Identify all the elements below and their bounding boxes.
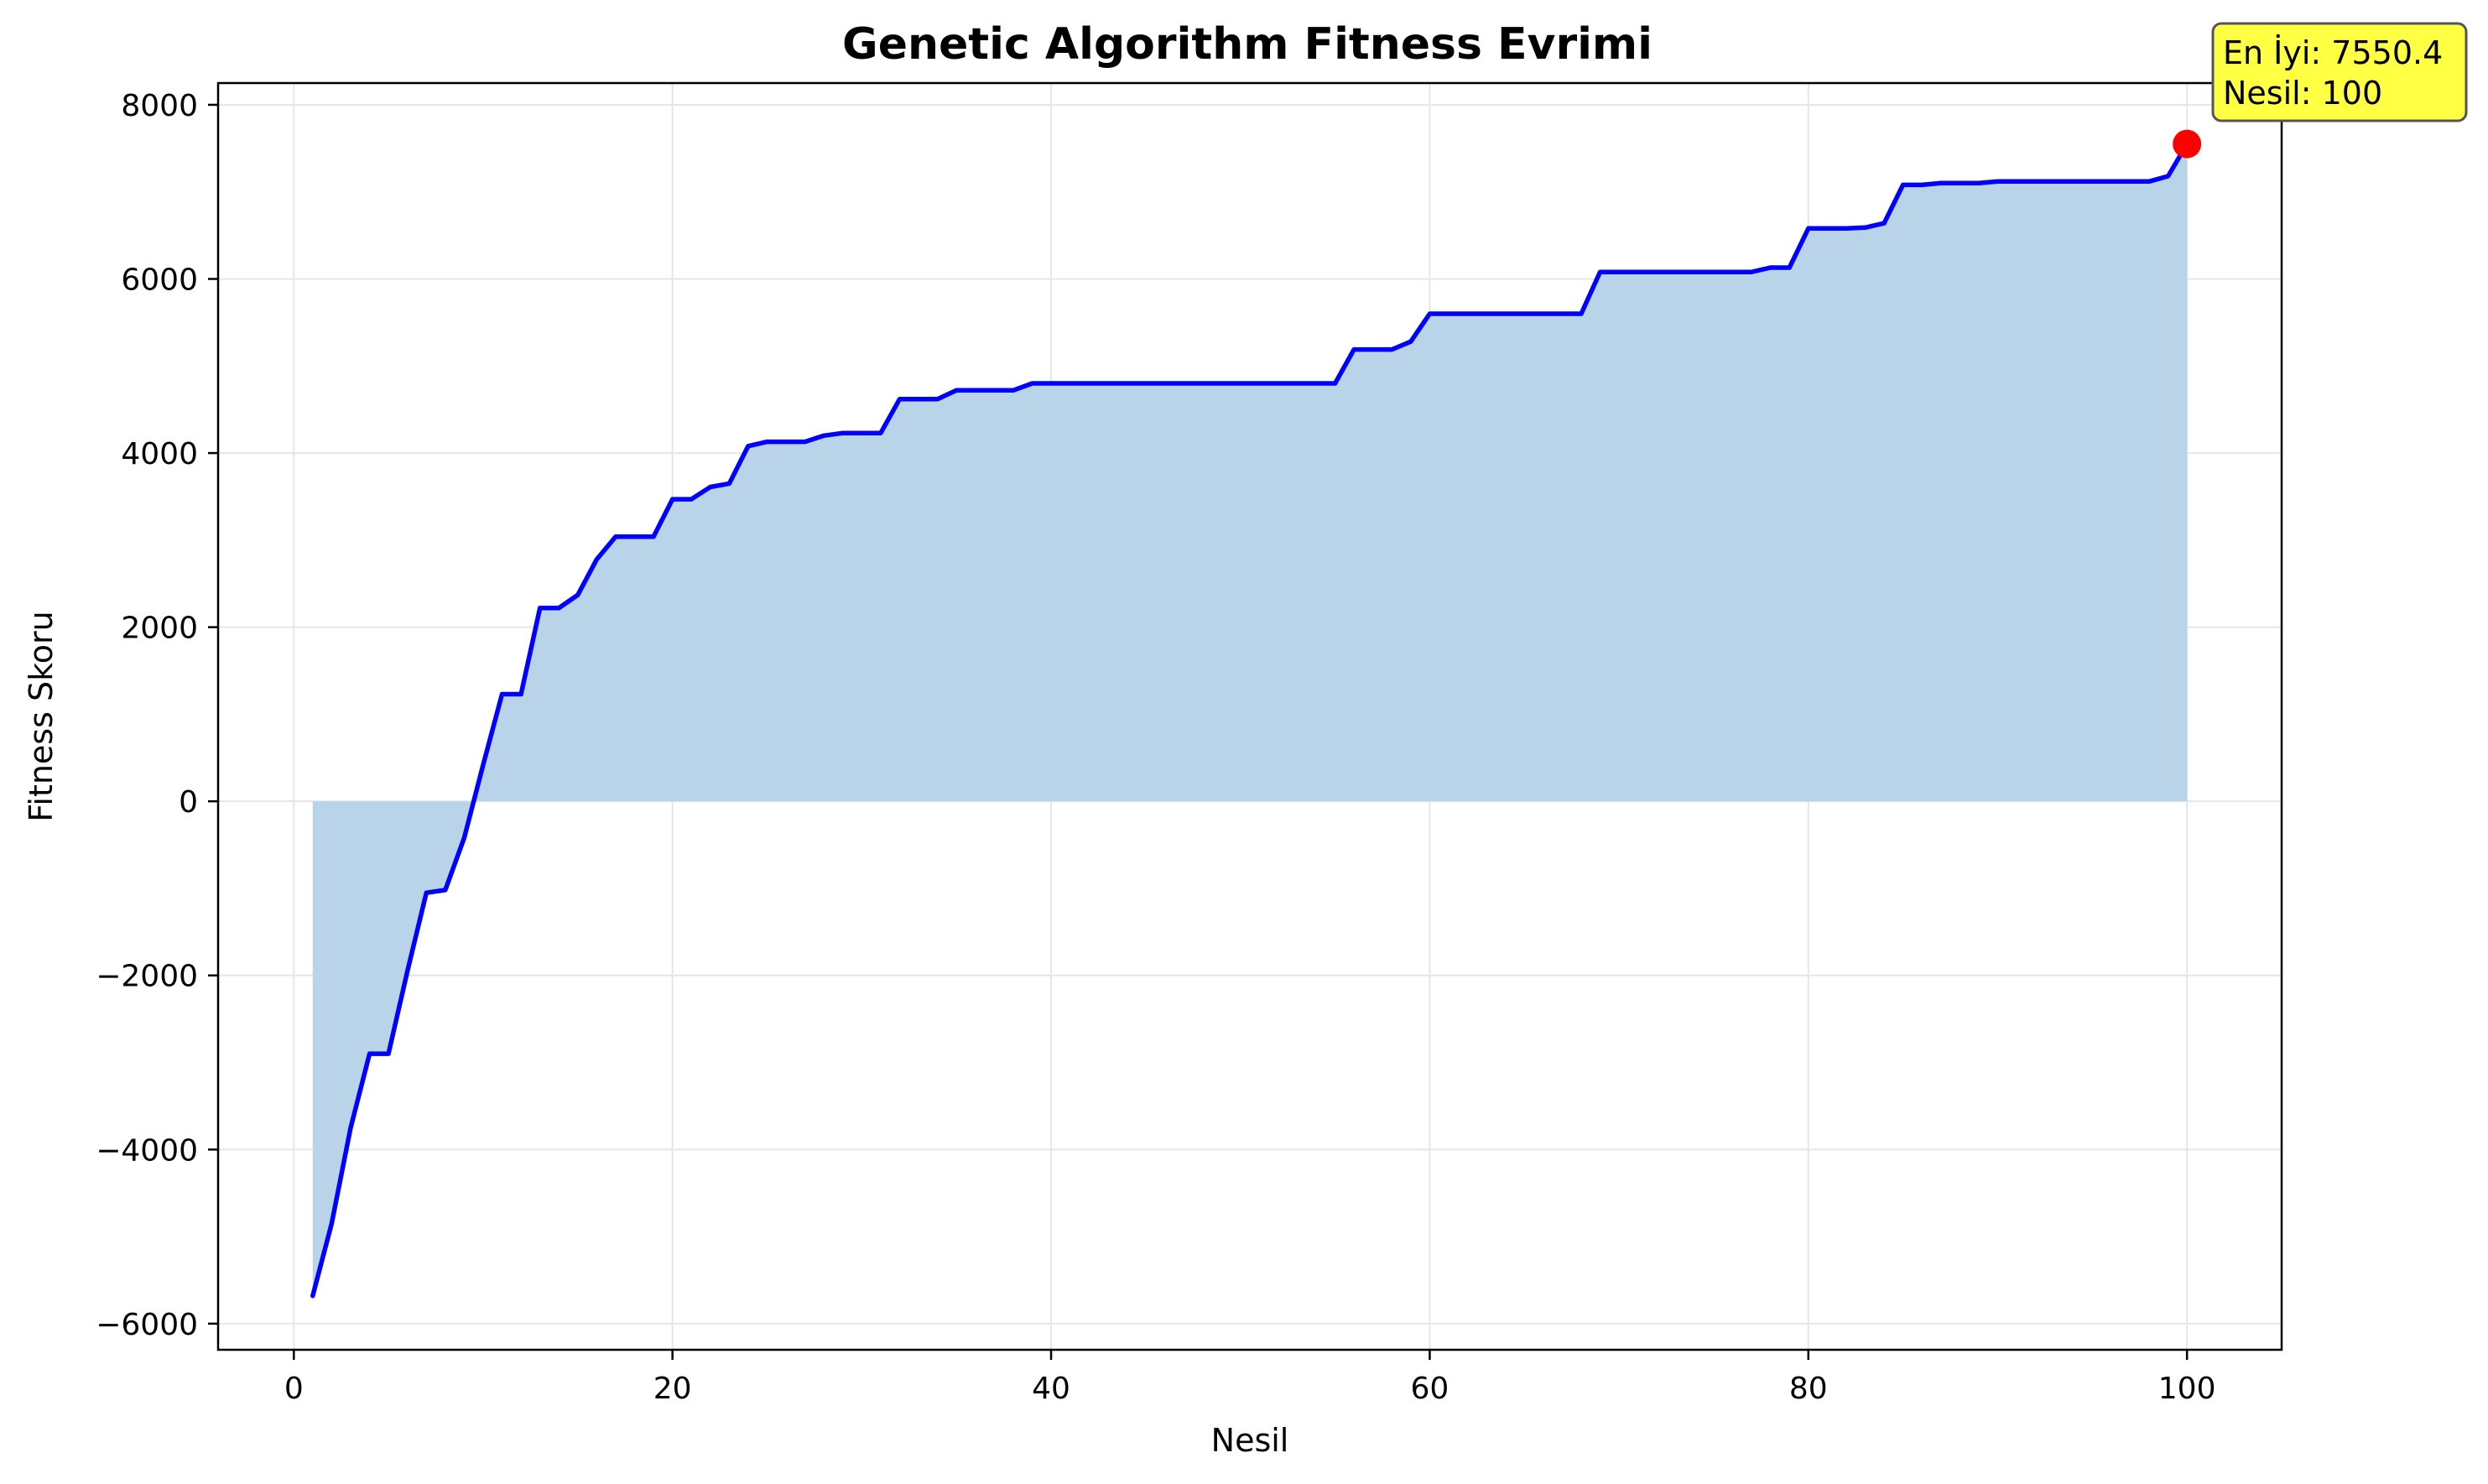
y-tick-label-1: −4000 — [96, 1133, 198, 1168]
annotation-box — [2211, 22, 2468, 122]
x-axis: 0 20 40 60 80 100 — [284, 1350, 2216, 1406]
chart-title: Genetic Algorithm Fitness Evrimi — [842, 19, 1653, 70]
y-axis-label: Fitness Skoru — [23, 611, 60, 821]
annotation-line-2: Nesil: 100 — [2223, 75, 2382, 112]
x-tick-label-0: 0 — [284, 1372, 304, 1406]
x-tick-label-5: 100 — [2158, 1372, 2216, 1406]
y-tick-label-6: 6000 — [121, 263, 198, 298]
y-tick-label-2: −2000 — [96, 960, 198, 994]
fitness-fill-area — [312, 143, 2188, 1296]
x-tick-label-2: 40 — [1032, 1372, 1070, 1406]
y-axis: −6000 −4000 −2000 0 2000 4000 6000 8000 — [96, 89, 218, 1342]
x-tick-label-4: 80 — [1789, 1372, 1828, 1406]
x-axis-label: Nesil — [1211, 1422, 1289, 1459]
fitness-line — [310, 141, 2189, 1299]
best-point-marker — [2173, 129, 2202, 159]
best-annotation: En İyi: 7550.4 Nesil: 100 — [2211, 22, 2468, 122]
fill-area-group — [312, 143, 2188, 1296]
y-tick-label-7: 8000 — [121, 89, 198, 123]
line-series-group — [310, 141, 2189, 1299]
y-tick-label-5: 4000 — [121, 437, 198, 471]
y-tick-label-4: 2000 — [121, 612, 198, 646]
y-tick-label-3: 0 — [179, 785, 198, 820]
plot-frame — [216, 81, 2283, 1351]
best-point-group — [2173, 129, 2202, 159]
x-tick-label-1: 20 — [653, 1372, 692, 1406]
x-tick-label-3: 60 — [1410, 1372, 1449, 1406]
y-tick-label-0: −6000 — [96, 1308, 198, 1342]
annotation-line-1: En İyi: 7550.4 — [2223, 34, 2443, 71]
